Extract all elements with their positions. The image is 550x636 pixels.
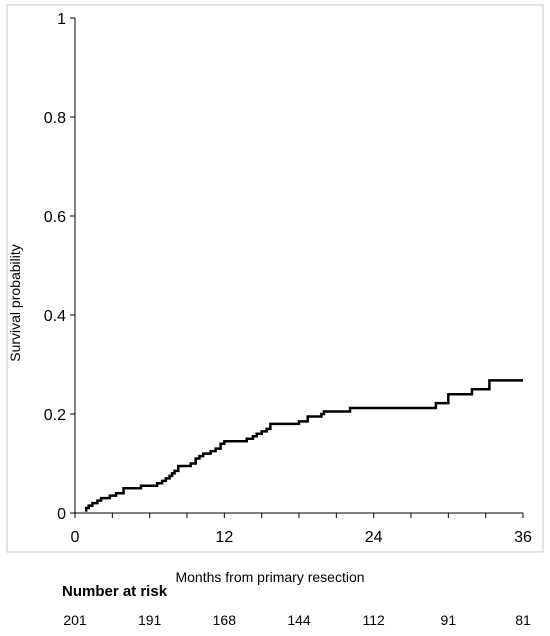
number-at-risk-value: 112 bbox=[362, 612, 385, 628]
y-axis-title: Survival probability bbox=[7, 244, 23, 362]
y-tick-label: 0 bbox=[57, 506, 66, 523]
y-tick-label: 0.4 bbox=[44, 308, 66, 325]
x-axis-title: Months from primary resection bbox=[175, 569, 364, 585]
x-tick-label: 12 bbox=[215, 529, 233, 546]
y-tick-label: 0.8 bbox=[44, 110, 66, 127]
number-at-risk-value: 81 bbox=[515, 612, 531, 628]
number-at-risk-value: 191 bbox=[137, 612, 162, 628]
x-tick-label: 24 bbox=[365, 529, 383, 546]
number-at-risk-title: Number at risk bbox=[62, 583, 168, 600]
chart-area-border bbox=[6, 4, 544, 553]
y-ticks: 0 0.2 0.4 0.6 0.8 1 bbox=[44, 11, 75, 523]
x-tick-label: 0 bbox=[71, 529, 80, 546]
x-ticks: 0 12 24 36 bbox=[71, 513, 532, 546]
number-at-risk-row: 201 191 168 144 112 91 81 bbox=[0, 612, 550, 632]
number-at-risk-value: 144 bbox=[287, 612, 311, 628]
number-at-risk-value: 201 bbox=[63, 612, 87, 628]
y-tick-label: 0.2 bbox=[44, 407, 66, 424]
number-at-risk-value: 91 bbox=[440, 612, 457, 628]
y-tick-label: 0.6 bbox=[44, 209, 66, 226]
y-tick-label: 1 bbox=[57, 11, 66, 28]
x-tick-label: 36 bbox=[514, 529, 532, 546]
survival-curve-line bbox=[84, 379, 523, 512]
series-group bbox=[84, 379, 523, 512]
number-at-risk-value: 168 bbox=[212, 612, 236, 628]
